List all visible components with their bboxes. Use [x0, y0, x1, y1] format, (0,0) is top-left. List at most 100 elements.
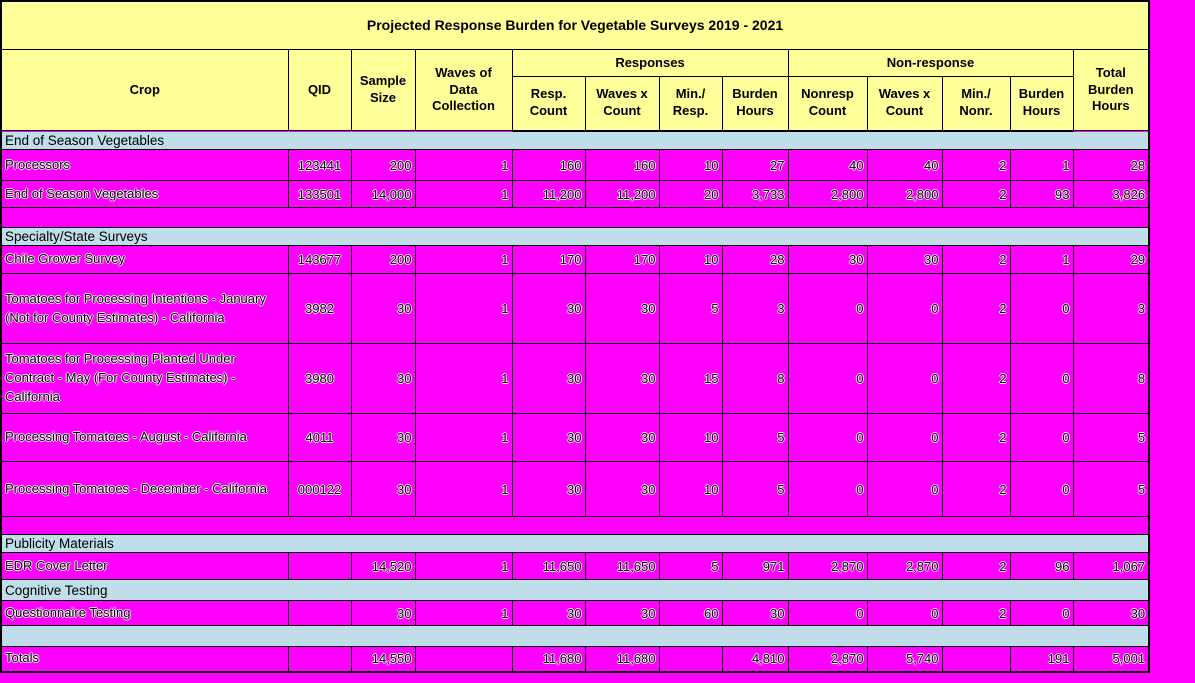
cell-resp-burden-hours: 5 — [721, 413, 789, 462]
cell-qid — [287, 646, 352, 672]
cell-resp-count: 30 — [511, 461, 586, 517]
cell-resp-count: 11,650 — [511, 552, 586, 580]
cell-nonresp-count: 0 — [787, 343, 868, 414]
cell-nonresp-burden-hours: 93 — [1009, 180, 1074, 208]
data-row: Tomatoes for Processing Planted Under Co… — [0, 343, 1150, 414]
cell-qid: 3980 — [287, 343, 352, 414]
cell-total-burden-hours: 30 — [1072, 600, 1150, 626]
cell-nonresp-count: 2,800 — [787, 180, 868, 208]
cell-resp-waves-x-count: 11,650 — [584, 552, 660, 580]
cell-total-burden-hours: 5 — [1072, 461, 1150, 517]
cell-qid: 4011 — [287, 413, 352, 462]
cell-resp-burden-hours: 28 — [721, 245, 789, 274]
cell-sample-size: 14,550 — [350, 646, 416, 672]
cell-waves-of-data-collection: 1 — [414, 413, 513, 462]
cell-sample-size: 14,520 — [350, 552, 416, 580]
cell-nonresp-burden-hours: 96 — [1009, 552, 1074, 580]
data-row: End of Season Vegetables 133501 14,000 1 11,… — [0, 180, 1150, 208]
cell-min-per-nonr: 2 — [941, 552, 1011, 580]
col-header-resp-waves-x-count: Waves x Count — [584, 76, 660, 132]
cell-crop: Tomatoes for Processing Planted Under Co… — [0, 343, 289, 414]
cell-resp-count: 30 — [511, 413, 586, 462]
cell-crop: Processors — [0, 149, 289, 181]
cell-sample-size: 30 — [350, 343, 416, 414]
cell-sample-size: 14,000 — [350, 180, 416, 208]
section-row: Specialty/State Surveys — [0, 227, 1150, 246]
table-title: Projected Response Burden for Vegetable … — [0, 0, 1150, 50]
cell-nonresp-count: 0 — [787, 413, 868, 462]
section-header-label: Specialty/State Surveys — [0, 227, 1150, 246]
col-header-qid: QID — [287, 49, 352, 131]
section-row: Publicity Materials — [0, 534, 1150, 553]
cell-nonresp-burden-hours: 0 — [1009, 273, 1074, 344]
cell-min-per-resp: 10 — [658, 245, 723, 274]
cell-qid: 143677 — [287, 245, 352, 274]
cell-min-per-nonr: 2 — [941, 413, 1011, 462]
cell-resp-burden-hours: 4,810 — [721, 646, 789, 672]
cell-sample-size: 30 — [350, 600, 416, 626]
data-row: EDR Cover Letter 14,520 1 11,650 11,650 5 971 2… — [0, 552, 1150, 580]
cell-sample-size: 200 — [350, 149, 416, 181]
cell-nonresp-waves-x-count: 2,870 — [866, 552, 943, 580]
cell-resp-count: 11,200 — [511, 180, 586, 208]
cell-resp-burden-hours: 971 — [721, 552, 789, 580]
cell-sample-size: 30 — [350, 413, 416, 462]
cell-min-per-resp: 10 — [658, 413, 723, 462]
cell-qid: 000122 — [287, 461, 352, 517]
cell-min-per-nonr: 2 — [941, 273, 1011, 344]
section-row: End of Season Vegetables — [0, 130, 1150, 150]
cell-min-per-nonr: 2 — [941, 343, 1011, 414]
cell-nonresp-burden-hours: 0 — [1009, 413, 1074, 462]
cell-crop: Processing Tomatoes - December - Califor… — [0, 461, 289, 517]
cell-nonresp-waves-x-count: 2,800 — [866, 180, 943, 208]
group-header-responses: Responses — [511, 49, 789, 77]
cell-total-burden-hours: 5,001 — [1072, 646, 1150, 672]
cell-nonresp-burden-hours: 1 — [1009, 245, 1074, 274]
cell-min-per-resp: 10 — [658, 149, 723, 181]
col-header-sample-size: Sample Size — [350, 49, 416, 131]
spacer-row — [1, 207, 1150, 228]
col-header-resp-burden-hours: Burden Hours — [721, 76, 789, 132]
cell-waves-of-data-collection: 1 — [414, 149, 513, 181]
cell-min-per-resp: 20 — [658, 180, 723, 208]
cell-resp-burden-hours: 3,733 — [721, 180, 789, 208]
cell-min-per-resp — [658, 646, 723, 672]
spacer-row — [1, 516, 1150, 535]
cell-resp-waves-x-count: 30 — [584, 413, 660, 462]
col-header-nonresp-count: Nonresp Count — [787, 76, 868, 132]
cell-nonresp-burden-hours: 0 — [1009, 461, 1074, 517]
cell-resp-burden-hours: 3 — [721, 273, 789, 344]
cell-min-per-nonr: 2 — [941, 180, 1011, 208]
cell-min-per-resp: 10 — [658, 461, 723, 517]
cell-total-burden-hours: 28 — [1072, 149, 1150, 181]
cell-qid — [287, 600, 352, 626]
cell-waves-of-data-collection: 1 — [414, 343, 513, 414]
data-row: Processors 123441 200 1 160 160 10 27 40 40 2 1 28 — [0, 149, 1150, 181]
cell-nonresp-count: 30 — [787, 245, 868, 274]
data-row: Processing Tomatoes - December - Califor… — [0, 461, 1150, 517]
cell-total-burden-hours: 1,067 — [1072, 552, 1150, 580]
burden-table: Projected Response Burden for Vegetable … — [0, 0, 1151, 673]
cell-resp-burden-hours: 27 — [721, 149, 789, 181]
cell-nonresp-burden-hours: 0 — [1009, 343, 1074, 414]
cell-nonresp-count: 2,870 — [787, 552, 868, 580]
cell-nonresp-count: 40 — [787, 149, 868, 181]
spacer-cell — [1, 207, 1150, 228]
cell-total-burden-hours: 5 — [1072, 413, 1150, 462]
cell-resp-burden-hours: 8 — [721, 343, 789, 414]
cell-min-per-resp: 15 — [658, 343, 723, 414]
cell-resp-waves-x-count: 160 — [584, 149, 660, 181]
cell-resp-waves-x-count: 30 — [584, 273, 660, 344]
cell-min-per-nonr: 2 — [941, 461, 1011, 517]
section-header-label: End of Season Vegetables — [0, 130, 1150, 150]
cell-resp-waves-x-count: 30 — [584, 343, 660, 414]
cell-waves-of-data-collection: 1 — [414, 273, 513, 344]
cell-waves-of-data-collection: 1 — [414, 180, 513, 208]
data-row: Processing Tomatoes - August - Californi… — [0, 413, 1150, 462]
cell-min-per-resp: 5 — [658, 552, 723, 580]
cell-total-burden-hours: 3,826 — [1072, 180, 1150, 208]
header-group-row: Crop QID Sample Size Waves of Data Colle… — [0, 49, 1150, 131]
data-row: Chile Grower Survey 143677 200 1 170 170 10 28 3… — [0, 245, 1150, 274]
cell-waves-of-data-collection: 1 — [414, 461, 513, 517]
cell-min-per-nonr: 2 — [941, 600, 1011, 626]
